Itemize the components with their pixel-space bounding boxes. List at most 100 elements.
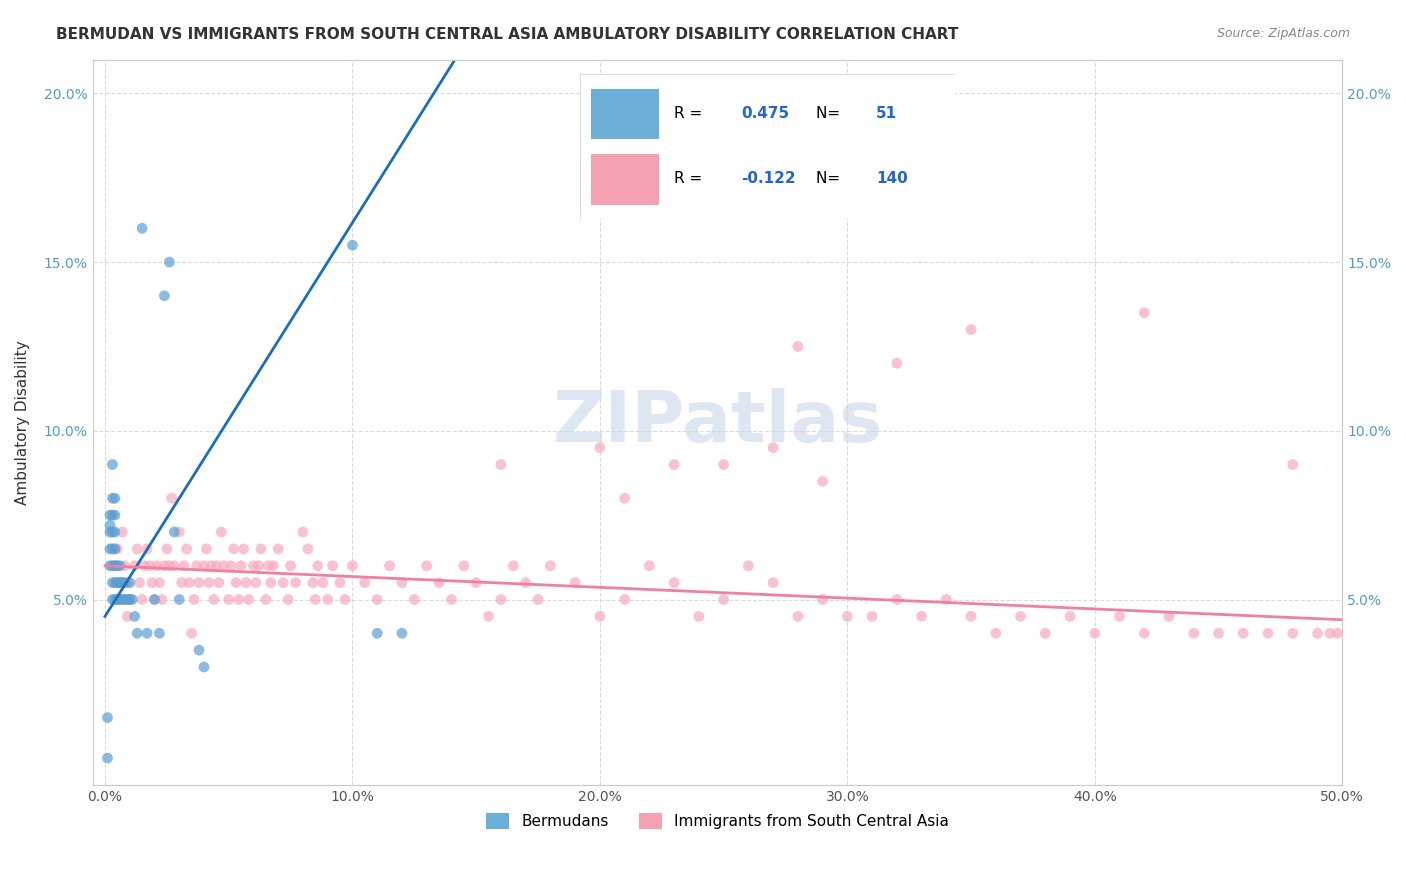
Point: [98, 508, 121, 523]
Point: [101, 541, 124, 556]
Point: [104, 541, 127, 556]
Point: [342, 558, 364, 573]
Point: [837, 609, 859, 624]
Point: [96, 710, 118, 724]
Point: [1059, 609, 1081, 624]
Point: [228, 592, 250, 607]
Point: [1108, 609, 1130, 624]
Point: [117, 575, 139, 590]
Point: [1157, 609, 1180, 624]
Point: [218, 592, 240, 607]
Point: [208, 575, 231, 590]
Point: [238, 592, 260, 607]
Point: [195, 541, 218, 556]
Point: [188, 575, 211, 590]
Point: [167, 524, 190, 539]
Point: [1281, 626, 1303, 640]
Text: ZIPatlas: ZIPatlas: [553, 388, 883, 457]
Point: [1033, 626, 1056, 640]
Point: [713, 458, 735, 472]
Point: [515, 575, 537, 590]
Point: [186, 558, 208, 573]
Point: [143, 592, 166, 607]
Point: [378, 558, 401, 573]
Point: [138, 558, 160, 573]
Point: [124, 609, 146, 624]
Point: [104, 524, 127, 539]
Point: [193, 660, 215, 674]
Point: [209, 524, 232, 539]
Point: [222, 541, 245, 556]
Point: [128, 575, 150, 590]
Point: [105, 575, 128, 590]
Text: Source: ZipAtlas.com: Source: ZipAtlas.com: [1216, 27, 1350, 40]
Point: [538, 558, 561, 573]
Point: [1084, 626, 1107, 640]
Point: [111, 575, 134, 590]
Point: [121, 592, 143, 607]
Point: [304, 592, 326, 607]
Point: [179, 575, 201, 590]
Point: [118, 575, 141, 590]
Point: [1133, 626, 1156, 640]
Point: [101, 458, 124, 472]
Point: [453, 558, 475, 573]
Point: [502, 558, 524, 573]
Point: [984, 626, 1007, 640]
Point: [114, 592, 136, 607]
Point: [114, 575, 136, 590]
Point: [111, 575, 134, 590]
Point: [489, 592, 512, 607]
Point: [124, 558, 146, 573]
Point: [111, 592, 134, 607]
Point: [366, 626, 388, 640]
Point: [163, 524, 186, 539]
Point: [111, 592, 134, 607]
Point: [141, 575, 163, 590]
Point: [271, 575, 294, 590]
Point: [316, 592, 339, 607]
Point: [247, 558, 270, 573]
Point: [589, 441, 612, 455]
Y-axis label: Ambulatory Disability: Ambulatory Disability: [15, 340, 30, 505]
Point: [134, 558, 156, 573]
Point: [277, 592, 299, 607]
Point: [811, 475, 834, 489]
Point: [219, 558, 242, 573]
Point: [333, 592, 356, 607]
Point: [1182, 626, 1205, 640]
Point: [98, 558, 121, 573]
Point: [613, 592, 636, 607]
Point: [101, 558, 124, 573]
Point: [284, 575, 307, 590]
Point: [489, 458, 512, 472]
Point: [118, 592, 141, 607]
Point: [342, 238, 364, 252]
Point: [910, 609, 932, 624]
Point: [260, 575, 283, 590]
Point: [786, 339, 808, 353]
Point: [193, 558, 215, 573]
Point: [225, 575, 247, 590]
Point: [205, 558, 228, 573]
Point: [245, 575, 267, 590]
Point: [200, 558, 222, 573]
Point: [163, 558, 186, 573]
Point: [108, 575, 131, 590]
Point: [156, 541, 179, 556]
Legend: Bermudans, Immigrants from South Central Asia: Bermudans, Immigrants from South Central…: [479, 807, 955, 836]
Point: [737, 558, 759, 573]
Point: [117, 592, 139, 607]
Point: [662, 458, 685, 472]
Point: [104, 592, 127, 607]
Point: [101, 524, 124, 539]
Point: [148, 575, 170, 590]
Point: [104, 558, 127, 573]
Point: [589, 609, 612, 624]
Point: [157, 255, 180, 269]
Point: [98, 518, 121, 533]
Point: [101, 508, 124, 523]
Point: [105, 575, 128, 590]
Point: [811, 592, 834, 607]
Point: [688, 609, 710, 624]
